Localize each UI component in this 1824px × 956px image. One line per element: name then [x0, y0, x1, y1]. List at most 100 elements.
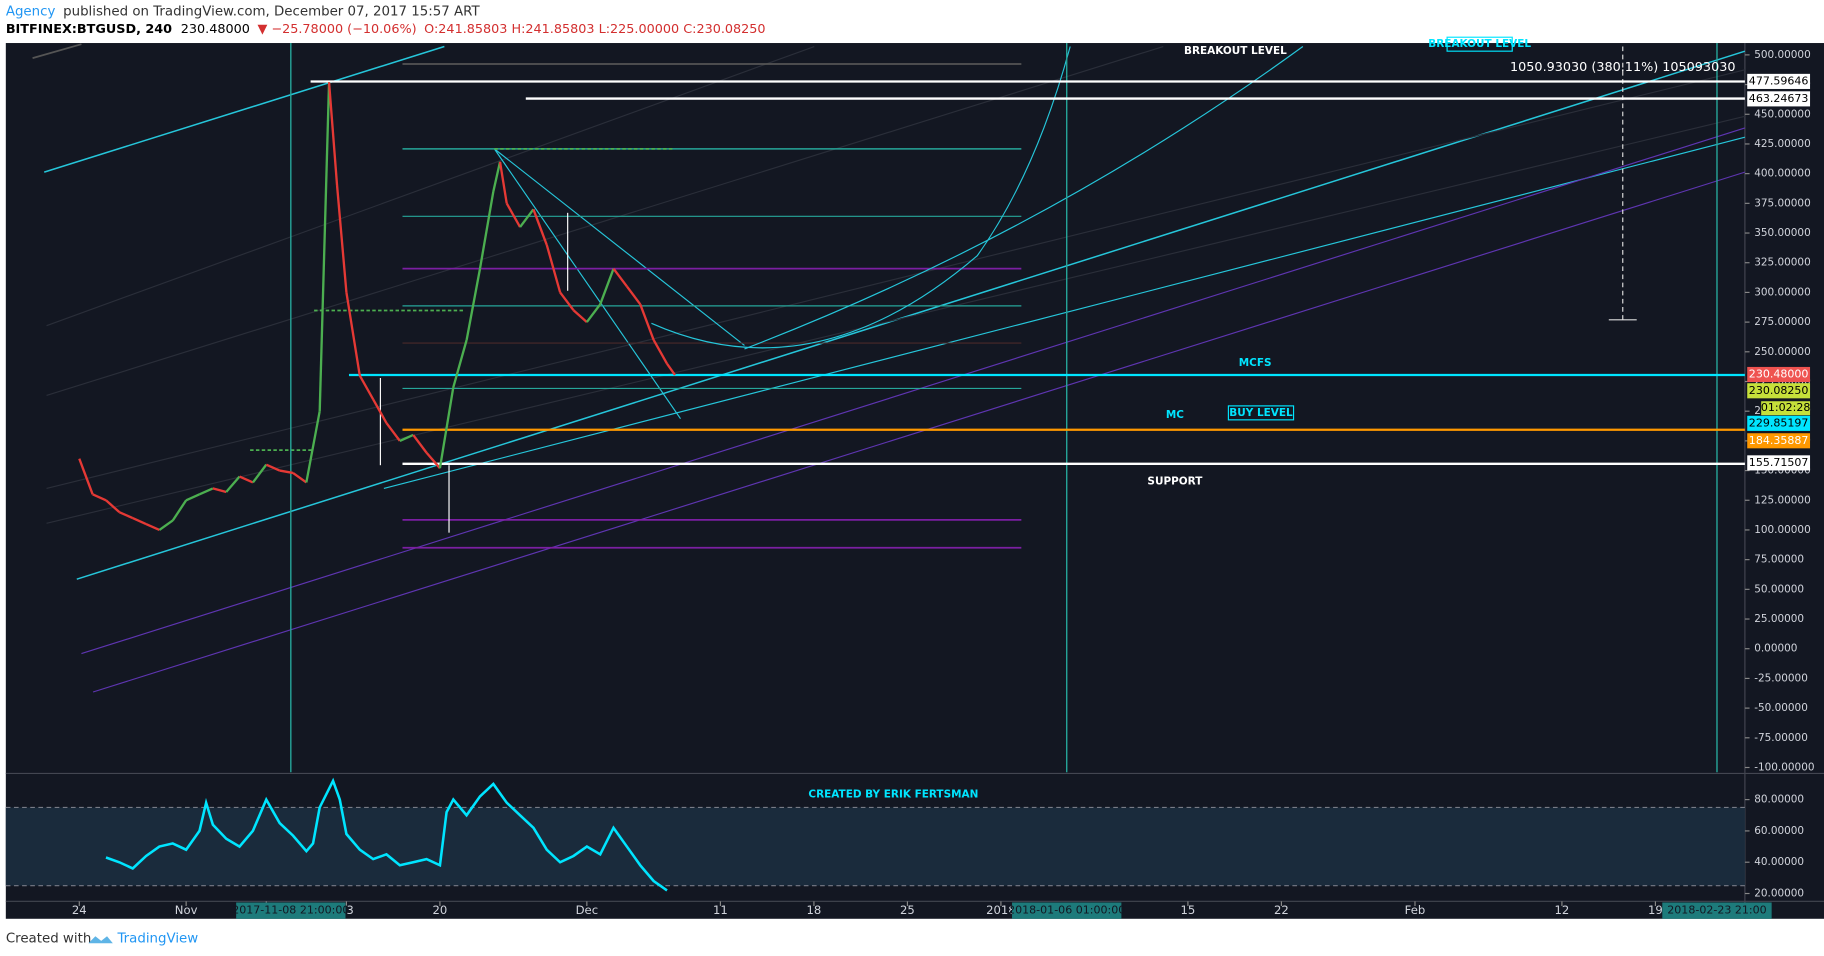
- date-marker: 2017-11-08 21:00:00: [232, 904, 349, 917]
- price-segment: [335, 185, 348, 293]
- x-tick-label: 18: [807, 903, 822, 917]
- ohlc: O:241.85803 H:241.85803 L:225.00000 C:23…: [424, 22, 765, 37]
- price-segment: [327, 82, 339, 186]
- price-segment: [639, 303, 655, 341]
- y-tick-label: 125.00000: [1754, 494, 1811, 506]
- price-segment: [212, 487, 227, 494]
- price-segment: [171, 499, 188, 522]
- x-tick-label: 2018: [986, 903, 1016, 917]
- date-marker-box: [1662, 902, 1772, 919]
- price-segment: [452, 339, 468, 388]
- x-tick-label: 22: [1274, 903, 1289, 917]
- countdown-box: [1761, 401, 1811, 416]
- band-fill: [5, 807, 1745, 886]
- price-segment: [625, 285, 642, 305]
- x-tick-label: Nov: [175, 903, 198, 917]
- x-tick-label: 20: [433, 903, 448, 917]
- level-label-box: [1747, 73, 1811, 89]
- drawing-arc: [651, 46, 1071, 349]
- tradingview-logo: [88, 936, 113, 944]
- level-label-box: [1747, 415, 1811, 431]
- y-tick-label: 150.00000: [1754, 465, 1811, 477]
- price-segment: [78, 458, 94, 495]
- price-segment: [372, 398, 388, 424]
- price-segment: [118, 511, 134, 520]
- price-segment: [498, 161, 508, 204]
- price-segment: [519, 208, 535, 228]
- y-tick-label: 100.00000: [1754, 524, 1811, 536]
- annotation: MCFS: [1239, 357, 1272, 369]
- y-tick-label: 450.00000: [1754, 108, 1811, 120]
- price-segment: [478, 191, 495, 269]
- price-segment: [399, 433, 414, 442]
- osc-y-tick-label: 60.00000: [1754, 825, 1804, 837]
- price-segment: [585, 303, 602, 323]
- price-segment: [572, 309, 588, 323]
- annotation: BREAKOUT LEVEL: [1184, 45, 1287, 57]
- price-segment: [666, 363, 676, 376]
- drawing-line: [92, 171, 1746, 693]
- price-segment: [132, 517, 147, 526]
- price-segment: [545, 244, 562, 293]
- drawing-line: [494, 148, 745, 346]
- author[interactable]: Agency: [6, 5, 56, 20]
- level-label: 229.85197: [1749, 416, 1809, 429]
- y-tick-label: -50.00000: [1754, 702, 1808, 714]
- y-tick-label: 0.00000: [1754, 643, 1797, 655]
- level-label: 230.48000: [1749, 367, 1809, 380]
- level-label: 230.08250: [1749, 384, 1809, 397]
- date-marker-box: [1012, 902, 1122, 919]
- x-tick-label: 25: [900, 903, 915, 917]
- price-segment: [92, 493, 107, 502]
- drawing-line: [493, 148, 681, 420]
- price-segment: [358, 374, 375, 400]
- y-tick-label: 75.00000: [1754, 554, 1804, 566]
- y-tick-label: 500.00000: [1754, 49, 1811, 61]
- price-segment: [239, 475, 254, 484]
- x-tick-label: Feb: [1405, 903, 1426, 917]
- y-tick-label: 25.00000: [1754, 613, 1804, 625]
- level-label-box: [1747, 433, 1811, 449]
- price-segment: [251, 463, 268, 484]
- y-tick-label: 350.00000: [1754, 227, 1811, 239]
- price-segment: [265, 463, 281, 472]
- y-tick-label: 425.00000: [1754, 138, 1811, 150]
- drawing-line: [81, 127, 1746, 655]
- level-label: 463.24673: [1749, 92, 1809, 105]
- annotation-box: [1446, 36, 1513, 52]
- countdown: 01:02:28: [1761, 401, 1811, 414]
- y-tick-label: -100.00000: [1754, 761, 1814, 773]
- price-segment: [425, 451, 441, 469]
- header-line-2: BITFINEX:BTGUSD, 240 230.48000 ▼ −25.780…: [6, 22, 766, 37]
- x-tick-label: 12: [1555, 903, 1570, 917]
- price-segment: [345, 292, 361, 376]
- price-segment: [318, 82, 331, 412]
- x-tick-label: 24: [72, 903, 87, 917]
- osc-y-tick-label: 80.00000: [1754, 794, 1804, 806]
- annotation: BREAKOUT LEVEL: [1428, 38, 1531, 50]
- y-tick-label: 275.00000: [1754, 316, 1811, 328]
- price-segment: [492, 161, 502, 192]
- x-tick-label: Dec: [576, 903, 599, 917]
- x-tick-label: 11: [713, 903, 728, 917]
- y-tick-label: 325.00000: [1754, 257, 1811, 269]
- change: ▼ −25.78000 (−10.06%): [258, 22, 417, 37]
- price-segment: [599, 268, 615, 305]
- drawing-line: [43, 45, 445, 173]
- y-tick-label: -25.00000: [1754, 672, 1808, 684]
- price-segment: [465, 268, 482, 341]
- drawing-line: [76, 50, 1746, 580]
- oscillator-line: [105, 777, 668, 892]
- header-line-1: Agency published on TradingView.com, Dec…: [6, 5, 481, 20]
- x-tick-label: 19: [1648, 903, 1663, 917]
- price-segment: [652, 339, 669, 365]
- price-segment: [612, 267, 628, 288]
- footer-brand[interactable]: TradingView: [116, 932, 198, 947]
- drawing-line: [46, 115, 1746, 524]
- price-segment: [199, 487, 214, 496]
- annotation: 1050.93030 (380.11%) 105093030: [1510, 60, 1735, 75]
- date-marker: 2018-02-23 21:00: [1667, 904, 1766, 917]
- price-segment: [158, 519, 174, 531]
